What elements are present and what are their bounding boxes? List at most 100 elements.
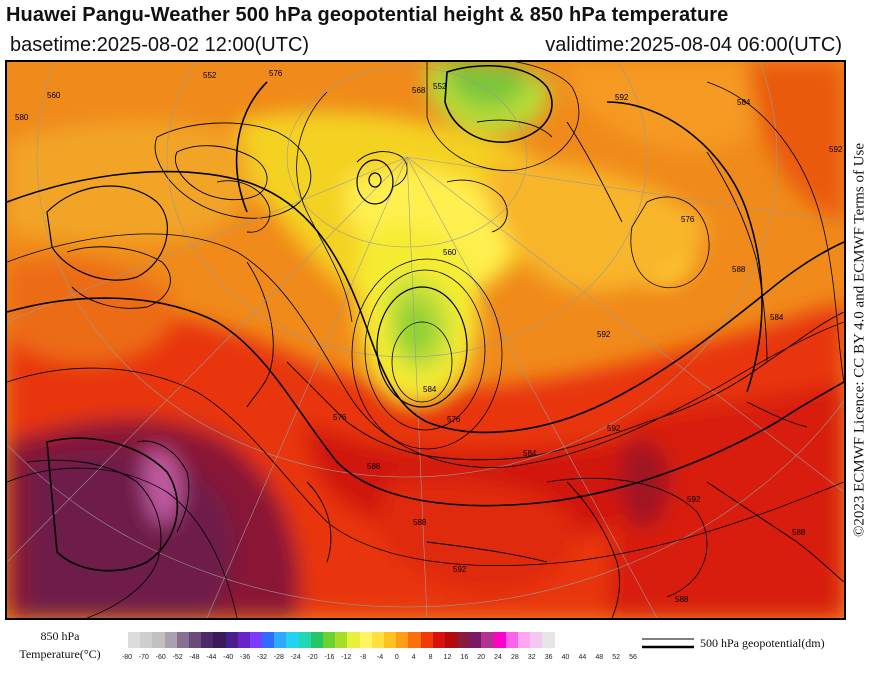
colorbar-tick-label: -48 [189,654,200,661]
contour-label: 584 [523,449,537,458]
contour-label: 580 [15,113,29,122]
colorbar-swatch [493,632,506,648]
contour-legend-label: 500 hPa geopotential(dm) [700,636,825,650]
colorbar-swatch [225,632,238,648]
contour-label: 592 [607,424,621,433]
colorbar-swatch [249,632,263,648]
colorbar-tick-label: 0 [394,654,399,661]
contour-label: 552 [433,82,447,91]
colorbar-tick-label: -4 [376,654,384,661]
contour-label: 588 [732,265,746,274]
colorbar-tick-label: -52 [172,654,183,661]
contour-label: 584 [737,98,751,107]
contour-label: 588 [413,518,427,527]
colorbar-tick-label: 16 [460,654,469,661]
colorbar-swatch [335,632,348,648]
contour-label: 592 [615,93,629,102]
map-canvas: 552 576 560 580 592 568 552 560 576 584 … [7,62,844,618]
contour-legend: 500 hPa geopotential(dm) [640,633,860,655]
temperature-colorbar [128,632,555,648]
colorbar-tick-label: -60 [155,654,166,661]
colorbar-tick-label: 24 [494,654,502,661]
colorbar-swatch [469,632,482,648]
contour-label: 584 [423,385,437,394]
colorbar-swatch [505,632,518,648]
colorbar-tick-label: 40 [561,654,570,661]
colorbar-tick-label: -44 [206,654,217,661]
colorbar-swatch [176,632,189,648]
colorbar-swatch [457,632,470,648]
colorbar-swatch [298,632,311,648]
colorbar-label-line2: Temperature(°C) [19,647,101,661]
basetime-label: basetime:2025-08-02 12:00(UTC) [10,34,310,56]
colorbar-swatch [383,632,397,648]
colorbar-swatch [518,632,531,648]
contour-label: 568 [412,86,426,95]
weather-map[interactable]: 552 576 560 580 592 568 552 560 576 584 … [5,60,846,620]
graticule [7,62,844,618]
colorbar-tick-label: 20 [477,654,486,661]
contour-label: 592 [453,565,467,574]
license-text: ©2023 ECMWF Licence: CC BY 4.0 and ECMWF… [851,142,868,538]
colorbar-tick-label: -8 [360,654,367,661]
colorbar-tick-label: 8 [428,654,433,661]
colorbar-swatch [323,632,336,648]
contour-label: 588 [792,528,806,537]
colorbar-tick-label: -80 [121,654,133,661]
colorbar-swatch [542,632,555,648]
colorbar-swatch [310,632,323,648]
colorbar-swatch [274,632,287,648]
colorbar-swatch [262,632,275,648]
colorbar-tick-label: -32 [256,654,267,661]
colorbar-swatch [201,632,214,648]
colorbar-swatch [140,632,153,648]
colorbar-label: 850 hPa Temperature(°C) [8,627,112,663]
colorbar-tick-label: 36 [544,654,553,661]
colorbar-swatch [347,632,360,648]
colorbar-swatch [408,632,421,648]
colorbar-swatch [432,632,445,648]
validtime-label: validtime:2025-08-04 06:00(UTC) [545,34,842,56]
contour-label: 576 [447,415,461,424]
colorbar-tick-label: 56 [629,654,637,661]
colorbar-swatch [286,632,299,648]
colorbar-tick-label: 4 [411,654,416,661]
colorbar-tick-label: -12 [341,654,352,661]
contour-label: 560 [47,91,61,100]
temperature-shading [7,62,844,618]
colorbar-swatch [444,632,458,648]
colorbar-swatch [530,632,543,648]
contour-label: 588 [367,462,381,471]
colorbar-tick-label: 52 [612,654,621,661]
contour-label: 592 [687,495,701,504]
colorbar-swatch [237,632,250,648]
colorbar-tick-label: -16 [324,654,335,661]
colorbar-tick-label: -20 [307,654,318,661]
contour-label: 576 [269,69,283,78]
contour-label: 560 [443,248,457,257]
coastlines [26,119,844,618]
contour-label: 576 [333,413,347,422]
colorbar-swatch [213,632,226,648]
colorbar-swatch [164,632,177,648]
colorbar-label-line1: 850 hPa [40,629,80,643]
chart-title: Huawei Pangu-Weather 500 hPa geopotentia… [6,4,729,26]
colorbar-tick-label: -70 [138,654,149,661]
colorbar-tick-label: 28 [511,654,519,661]
colorbar-tick-label: 12 [443,654,452,661]
colorbar-ticks: -80 -70 -60 -52 -48 -44 -40 -36 -32 -28 -24 -20 -16-… [114,654,637,666]
colorbar-tick-label: -24 [290,654,301,661]
colorbar-tick-label: 48 [595,654,604,661]
colorbar-tick-label: -40 [223,654,234,661]
colorbar-tick-label: -28 [273,654,284,661]
contour-legend-lines [642,638,694,649]
colorbar-swatch [481,632,494,648]
contour-label: 592 [829,145,843,154]
colorbar-swatch [420,632,433,648]
colorbar-swatch [359,632,372,648]
geopotential-contours [7,62,844,618]
colorbar-swatch [188,632,202,648]
colorbar-tick-label: 32 [527,654,536,661]
colorbar-swatch [396,632,409,648]
contour-label: 588 [675,595,689,604]
